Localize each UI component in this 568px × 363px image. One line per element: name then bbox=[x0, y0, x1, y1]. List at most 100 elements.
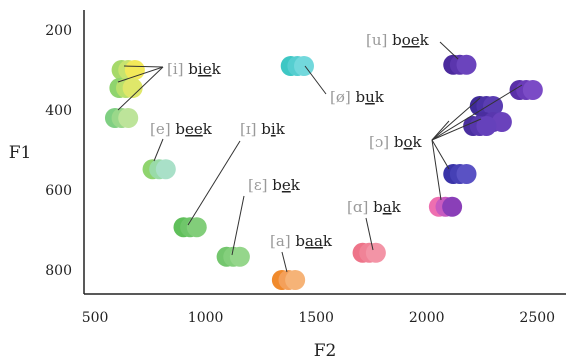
word-part: b bbox=[373, 198, 383, 216]
word-part: k bbox=[323, 232, 333, 250]
ipa-symbol: [i] bbox=[167, 60, 188, 78]
leader-line bbox=[304, 65, 327, 95]
leader-line bbox=[431, 97, 481, 141]
vowel-label-text: [ɑ] bak bbox=[347, 198, 402, 216]
leader-line bbox=[431, 120, 450, 141]
ipa-symbol: [ɪ] bbox=[240, 120, 261, 138]
x-tick-label: 1000 bbox=[188, 310, 224, 326]
y-tick-label: 800 bbox=[45, 263, 72, 279]
vowel-label: [a] baak bbox=[270, 232, 333, 250]
vowel-point bbox=[186, 217, 207, 238]
ipa-symbol: [a] bbox=[270, 232, 295, 250]
leader-line bbox=[431, 84, 523, 141]
vowel-labels: [i] biek[e] beek [ɪ] bik[ɛ] bek[a] baak[ø… bbox=[150, 31, 430, 250]
vowel-point bbox=[456, 164, 477, 184]
word-part: k bbox=[392, 198, 402, 216]
word-part: k bbox=[413, 133, 423, 151]
word-part: k bbox=[203, 120, 213, 138]
vowel-label-text: [ø] buk bbox=[330, 88, 385, 106]
vowel-point bbox=[365, 242, 386, 263]
axes bbox=[83, 10, 566, 295]
word-part: k bbox=[375, 88, 385, 106]
vowel-point bbox=[476, 116, 497, 136]
x-tick-label: 2000 bbox=[409, 310, 445, 326]
leader-line bbox=[117, 66, 164, 111]
vowel-point bbox=[293, 56, 314, 76]
vowel-point bbox=[122, 78, 143, 98]
vowel-label-text: [u] boek bbox=[366, 31, 430, 49]
word-part: k bbox=[291, 176, 301, 194]
ipa-symbol: [ɔ] bbox=[369, 133, 394, 151]
leader-line bbox=[153, 138, 164, 162]
word-part: k bbox=[212, 60, 222, 78]
leader-line bbox=[117, 66, 164, 83]
vowel-label-text: [a] baak bbox=[270, 232, 333, 250]
vowel-label: [ɪ] bik bbox=[240, 120, 286, 138]
word-part: b bbox=[356, 88, 366, 106]
ipa-symbol: [ø] bbox=[330, 88, 356, 106]
vowel-point bbox=[124, 60, 145, 80]
vowel-label: [u] boek bbox=[366, 31, 430, 49]
y-axis-label: F1 bbox=[9, 143, 32, 163]
word-vowel-underlined: i bbox=[271, 120, 276, 138]
word-part: b bbox=[175, 120, 185, 138]
ipa-symbol: [ɑ] bbox=[347, 198, 373, 216]
tick-labels: 500 1000 1500 2000 2500 200 400 600 800 bbox=[45, 23, 555, 326]
word-vowel-underlined: aa bbox=[305, 232, 323, 250]
vowel-point bbox=[229, 246, 250, 267]
word-part: b bbox=[188, 60, 198, 78]
vowel-label: [ɑ] bak bbox=[347, 198, 402, 216]
word-vowel-underlined: e bbox=[282, 176, 291, 194]
y-tick-label: 200 bbox=[45, 23, 72, 39]
word-part: b bbox=[261, 120, 271, 138]
word-part: b bbox=[394, 133, 404, 151]
vowel-point bbox=[155, 159, 176, 180]
ipa-symbol: [ɛ] bbox=[248, 176, 272, 194]
x-tick-label: 2500 bbox=[519, 310, 555, 326]
vowel-label-text: [ɔ] bok bbox=[369, 133, 423, 151]
vowel-label: [ɛ] bek bbox=[248, 176, 301, 194]
word-vowel-underlined: o bbox=[403, 133, 412, 151]
word-part: b bbox=[392, 31, 402, 49]
vowel-label-text: [ɪ] bik bbox=[240, 120, 286, 138]
word-part: k bbox=[276, 120, 286, 138]
vowel-point bbox=[483, 96, 504, 116]
x-tick-label: 1500 bbox=[298, 310, 334, 326]
leader-line bbox=[431, 118, 482, 141]
leader-lines bbox=[117, 41, 523, 273]
leader-line bbox=[231, 195, 245, 256]
vowel-label: [e] beek bbox=[150, 120, 213, 138]
word-part: b bbox=[295, 232, 305, 250]
word-vowel-underlined: ie bbox=[198, 60, 212, 78]
vowel-label: [ø] buk bbox=[330, 88, 385, 106]
y-tick-label: 600 bbox=[45, 183, 72, 199]
vowel-label: [ɔ] bok bbox=[369, 133, 423, 151]
vowel-label-text: [ɛ] bek bbox=[248, 176, 301, 194]
leader-line bbox=[439, 41, 459, 60]
vowel-point bbox=[118, 108, 139, 128]
vowel-label-text: [e] beek bbox=[150, 120, 213, 138]
x-axis-label: F2 bbox=[314, 341, 337, 361]
data-points bbox=[104, 54, 543, 290]
leader-line bbox=[365, 217, 374, 251]
leader-line bbox=[431, 139, 450, 170]
vowel-point bbox=[285, 270, 306, 290]
vowel-label-text: [i] biek bbox=[167, 60, 222, 78]
vowel-point bbox=[522, 80, 543, 100]
ipa-symbol: [u] bbox=[366, 31, 392, 49]
word-part: k bbox=[420, 31, 430, 49]
leader-line bbox=[123, 65, 164, 68]
y-tick-label: 400 bbox=[45, 103, 72, 119]
x-tick-label: 500 bbox=[82, 310, 109, 326]
word-vowel-underlined: ee bbox=[185, 120, 203, 138]
vowel-point bbox=[456, 54, 477, 75]
word-part: b bbox=[272, 176, 282, 194]
word-vowel-underlined: a bbox=[383, 198, 392, 216]
leader-line bbox=[187, 140, 241, 226]
word-vowel-underlined: oe bbox=[402, 31, 420, 49]
leader-line bbox=[281, 251, 288, 273]
leader-line bbox=[431, 139, 442, 201]
vowel-label: [i] biek bbox=[167, 60, 222, 78]
vowel-point bbox=[442, 196, 463, 217]
